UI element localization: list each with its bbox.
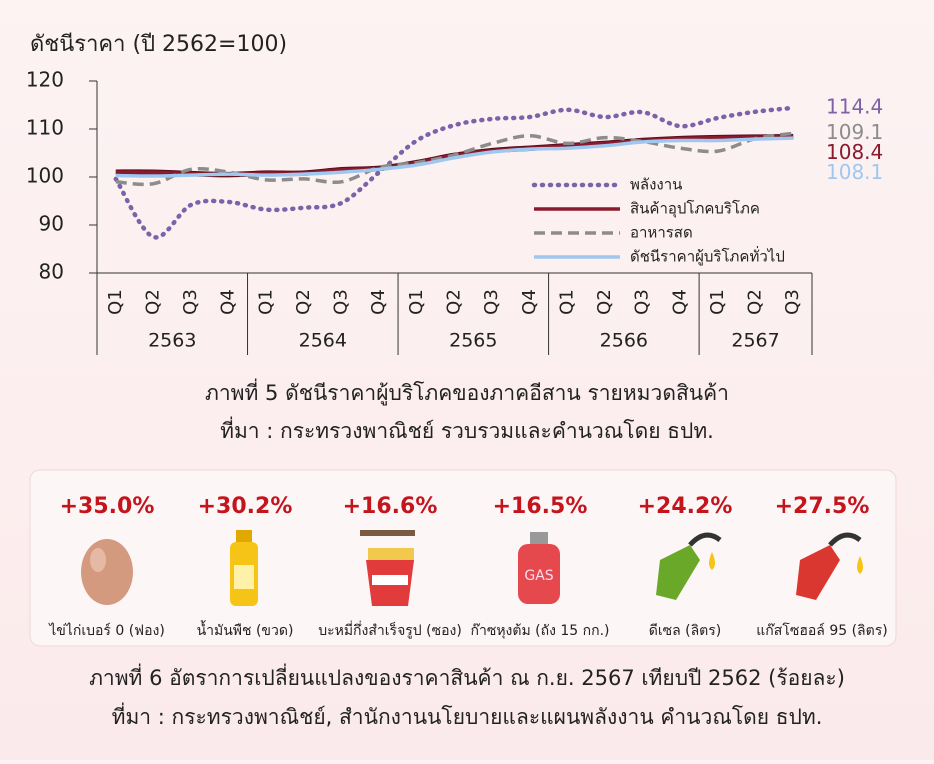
end-label: 108.1 [826, 160, 883, 184]
end-label: 114.4 [826, 94, 883, 118]
x-tick-label: Q4 [218, 289, 239, 315]
x-tick-label: Q2 [293, 289, 314, 315]
x-tick-label: Q3 [180, 289, 201, 315]
legend-label: สินค้าอุปโภคบริโภค [630, 200, 760, 219]
end-label: 109.1 [826, 120, 883, 144]
series-line [113, 105, 796, 240]
change-label: +24.2% [638, 494, 733, 519]
y-tick-label: 90 [39, 212, 64, 236]
y-tick-label: 110 [26, 116, 64, 140]
x-tick-label: Q4 [368, 289, 389, 315]
change-label: +30.2% [198, 494, 293, 519]
series-line [115, 131, 794, 187]
figure-source: ที่มา : กระทรวงพาณิชย์ รวบรวมและคำนวณโดย… [220, 416, 714, 443]
y-tick-label: 80 [39, 260, 64, 284]
noodle-icon [360, 530, 415, 606]
item-label: ก๊าซหุงต้ม (ถัง 15 กก.) [470, 623, 609, 639]
group-label: 2563 [148, 330, 196, 352]
egg-icon [81, 539, 133, 605]
chart-title: ดัชนีราคา (ปี 2562=100) [30, 32, 287, 57]
x-tick-label: Q2 [142, 289, 163, 315]
change-label: +16.6% [343, 494, 438, 519]
x-tick-label: Q2 [594, 289, 615, 315]
change-label: +35.0% [60, 494, 155, 519]
diesel-icon [656, 532, 722, 600]
item-label: น้ำมันพืช (ขวด) [197, 620, 294, 639]
y-tick-label: 100 [26, 164, 64, 188]
x-tick-label: Q3 [331, 289, 352, 315]
change-label: +27.5% [775, 494, 870, 519]
x-tick-label: Q3 [632, 289, 653, 315]
legend-label: พลังงาน [630, 176, 682, 194]
x-tick-label: Q1 [105, 289, 126, 315]
legend-label: อาหารสด [630, 224, 693, 242]
item-label: บะหมี่กึ่งสำเร็จรูป (ซอง) [318, 621, 462, 639]
item-label: ดีเซล (ลิตร) [649, 623, 722, 639]
x-tick-label: Q1 [707, 289, 728, 315]
gasohol-icon [796, 532, 863, 600]
bottom-title: ภาพที่ 6 อัตราการเปลี่ยนแปลงของราคาสินค้… [89, 663, 845, 690]
x-tick-label: Q1 [255, 289, 276, 315]
item-label: ไข่ไก่เบอร์ 0 (ฟอง) [48, 622, 165, 639]
bottom-source: ที่มา : กระทรวงพาณิชย์, สำนักงานนโยบายแล… [112, 702, 823, 729]
item-label: แก๊สโซฮอล์ 95 (ลิตร) [756, 622, 887, 639]
x-tick-label: Q1 [406, 289, 427, 315]
gas-icon: GAS [518, 532, 560, 604]
change-label: +16.5% [493, 494, 588, 519]
group-label: 2567 [731, 330, 779, 352]
end-label: 108.4 [826, 140, 883, 164]
figure-title: ภาพที่ 5 ดัชนีราคาผู้บริโภคของภาคอีสาน ร… [205, 378, 729, 406]
group-label: 2565 [449, 330, 497, 352]
group-label: 2564 [299, 330, 347, 352]
x-tick-label: Q1 [556, 289, 577, 315]
x-tick-label: Q2 [444, 289, 465, 315]
x-tick-label: Q3 [782, 289, 803, 315]
y-tick-label: 120 [26, 68, 64, 92]
infographic-box [29, 469, 897, 647]
legend-label: ดัชนีราคาผู้บริโภคทั่วไป [630, 246, 785, 266]
oil-icon [230, 530, 258, 606]
x-tick-label: Q4 [669, 289, 690, 315]
x-tick-label: Q3 [481, 289, 502, 315]
gas-label: GAS [524, 568, 553, 584]
series-line [115, 136, 794, 178]
x-tick-label: Q4 [519, 289, 540, 315]
x-tick-label: Q2 [745, 289, 766, 315]
group-label: 2566 [600, 330, 648, 352]
